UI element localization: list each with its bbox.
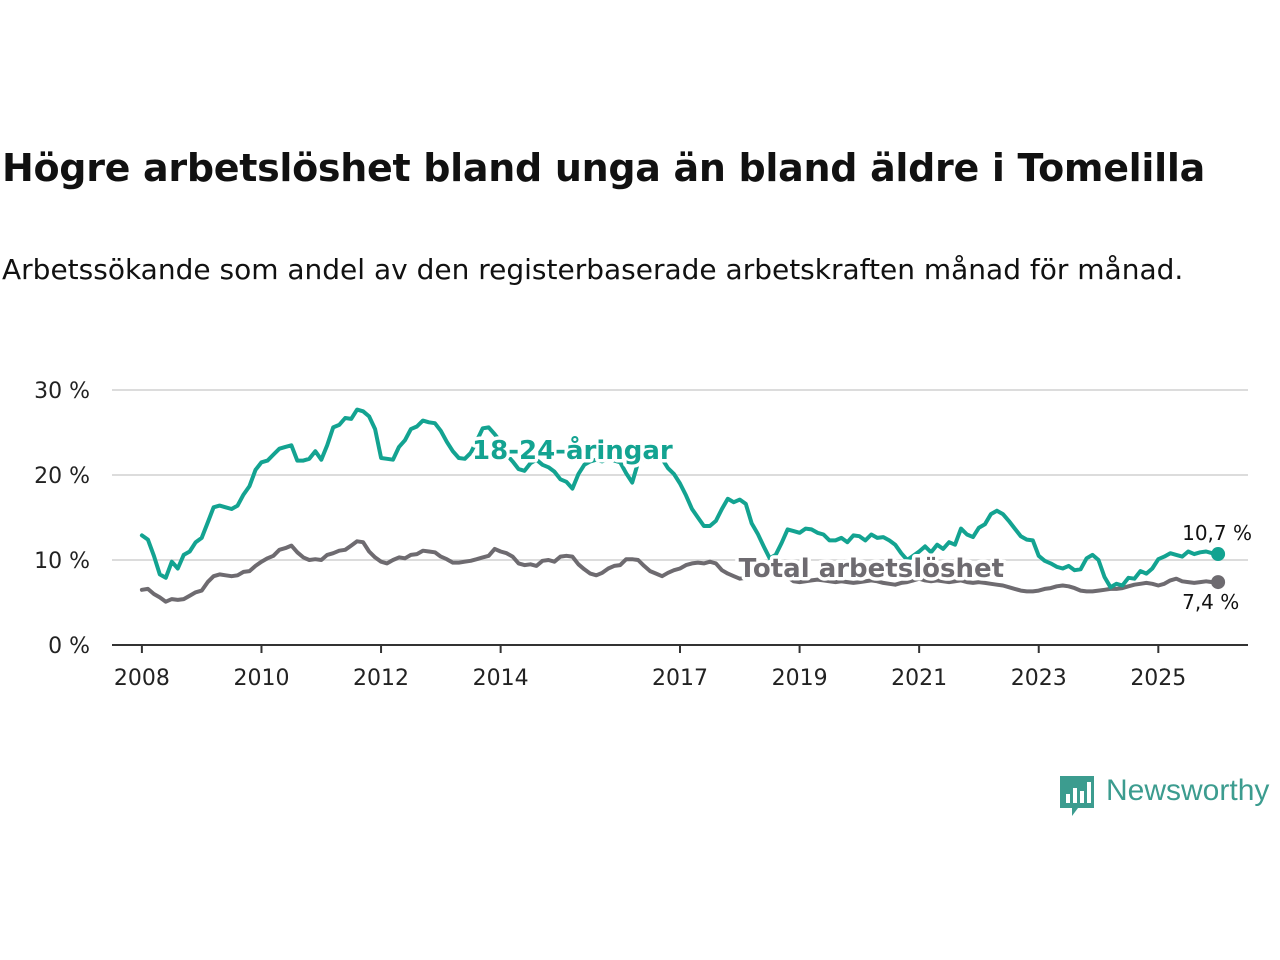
y-tick-label: 0 % <box>48 634 90 659</box>
x-tick-label: 2012 <box>353 666 409 691</box>
series-endpoint-total <box>1211 575 1226 590</box>
series-labels: 7,4 % 10,7 % 18-24-åringar Total arbetslösh… <box>469 430 1252 614</box>
x-tick-label: 2023 <box>1011 666 1067 691</box>
newsworthy-logo-icon <box>1060 776 1094 816</box>
x-tick-label: 2010 <box>233 666 289 691</box>
x-tick-label: 2019 <box>772 666 828 691</box>
gridlines <box>112 389 1248 646</box>
end-value-label-young: 10,7 % <box>1182 521 1252 545</box>
chart-title: Högre arbetslöshet bland unga än bland ä… <box>2 146 1205 190</box>
chart-subtitle: Arbetssökande som andel av den registerb… <box>2 253 1184 286</box>
y-axis-ticks: 0 % 10 % 20 % 30 % <box>34 379 90 659</box>
series-line-total <box>139 539 1221 604</box>
end-value-label-total: 7,4 % <box>1182 590 1239 614</box>
series-endpoint-young <box>1211 547 1226 562</box>
y-tick-label: 30 % <box>34 379 90 404</box>
x-axis-ticks: 2008 2010 2012 2014 2017 2019 2021 2023 2025 <box>114 645 1186 691</box>
series-name-label-total: Total arbetslöshet <box>739 554 1004 584</box>
newsworthy-logo: Newsworthy <box>1058 772 1280 820</box>
x-tick-label: 2017 <box>652 666 708 691</box>
y-tick-label: 20 % <box>34 464 90 489</box>
series-name-label-young: 18-24-åringar <box>472 434 673 466</box>
brand-name: Newsworthy <box>1106 774 1270 807</box>
x-tick-label: 2008 <box>114 666 170 691</box>
x-tick-label: 2014 <box>473 666 529 691</box>
series-lines <box>139 407 1226 604</box>
series-line-young <box>139 407 1221 590</box>
x-tick-label: 2021 <box>891 666 947 691</box>
x-tick-label: 2025 <box>1130 666 1186 691</box>
line-chart: 0 % 10 % 20 % 30 % 2008 2010 2012 2014 2017 2019… <box>34 379 1252 691</box>
y-tick-label: 10 % <box>34 549 90 574</box>
